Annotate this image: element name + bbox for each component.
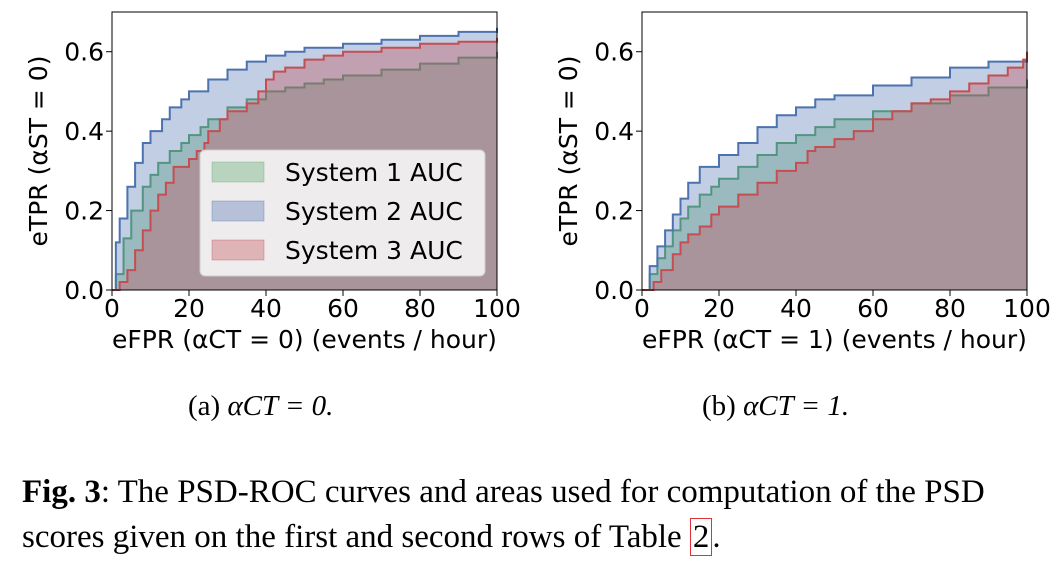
legend-label-series-1: System 1 AUC: [285, 158, 463, 187]
y-tick-label: 0.4: [594, 117, 634, 146]
subfigure-caption-b: (b) αCT = 1.: [702, 390, 849, 423]
x-tick-label: 40: [780, 294, 812, 323]
table-reference-link[interactable]: 2: [689, 518, 713, 556]
figure-caption-end: .: [712, 519, 721, 555]
plot-frame: [641, 11, 1028, 291]
y-axis-label: eTPR (αST = 0): [554, 56, 583, 247]
series-3-curve: [112, 37, 498, 291]
x-tick-label: 20: [173, 294, 205, 323]
caption-a-prefix: (a): [188, 390, 228, 422]
series-2-area: [642, 59, 1027, 291]
legend-label-series-2: System 2 AUC: [285, 197, 463, 226]
series-1-curve: [112, 51, 498, 291]
plot-frame: [111, 11, 498, 291]
y-tick-label: 0.4: [64, 117, 104, 146]
x-tick-label: 60: [857, 294, 889, 323]
x-tick-label: 0: [634, 294, 650, 323]
y-tick-label: 0.0: [64, 276, 104, 305]
legend-box: [199, 149, 486, 277]
y-tick-label: 0.0: [594, 276, 634, 305]
caption-b-prefix: (b): [702, 390, 744, 422]
y-tick-label: 0.6: [594, 38, 634, 67]
caption-a-math: αCT = 0.: [227, 390, 334, 422]
x-tick-label: 100: [473, 294, 521, 323]
series-3-curve: [642, 51, 1028, 291]
x-tick-label: 0: [104, 294, 120, 323]
x-tick-label: 60: [327, 294, 359, 323]
y-axis-label: eTPR (αST = 0): [24, 56, 53, 247]
legend-swatch-series-2: [211, 200, 265, 222]
caption-b-math: αCT = 1.: [743, 390, 850, 422]
y-tick-label: 0.2: [64, 197, 104, 226]
figure-caption: Fig. 3: The PSD-ROC curves and areas use…: [22, 470, 1052, 560]
legend-swatch-series-1: [211, 161, 265, 183]
legend-label-series-3: System 3 AUC: [285, 236, 463, 265]
figure-caption-text: : The PSD-ROC curves and areas used for …: [22, 474, 985, 555]
x-axis-label: eFPR (αCT = 0) (events / hour): [112, 325, 497, 354]
series-2-curve: [642, 59, 1028, 291]
x-tick-label: 80: [404, 294, 436, 323]
figure-label: Fig. 3: [22, 474, 101, 510]
legend-swatch-series-3: [211, 239, 265, 261]
x-tick-label: 20: [703, 294, 735, 323]
series-3-area: [642, 51, 1027, 290]
legend: System 1 AUC System 2 AUC System 3 AUC: [199, 149, 486, 277]
chart-b: 0 20 40 60 80 100 0.0 0.2 0.4 0.6 eFPR (αCT = 1) (…: [554, 11, 1051, 354]
y-tick-label: 0.6: [64, 38, 104, 67]
y-tick-label: 0.2: [594, 197, 634, 226]
x-tick-label: 80: [934, 294, 966, 323]
x-axis-label: eFPR (αCT = 1) (events / hour): [642, 325, 1027, 354]
series-1-area: [642, 79, 1027, 290]
x-tick-label: 40: [250, 294, 282, 323]
x-tick-label: 100: [1003, 294, 1051, 323]
chart-a: 0 20 40 60 80 100 0.0 0.2 0.4 0.6 eFPR (αCT = 0) (…: [24, 11, 521, 354]
series-2-curve: [112, 27, 498, 291]
subfigure-caption-a: (a) αCT = 0.: [188, 390, 333, 423]
